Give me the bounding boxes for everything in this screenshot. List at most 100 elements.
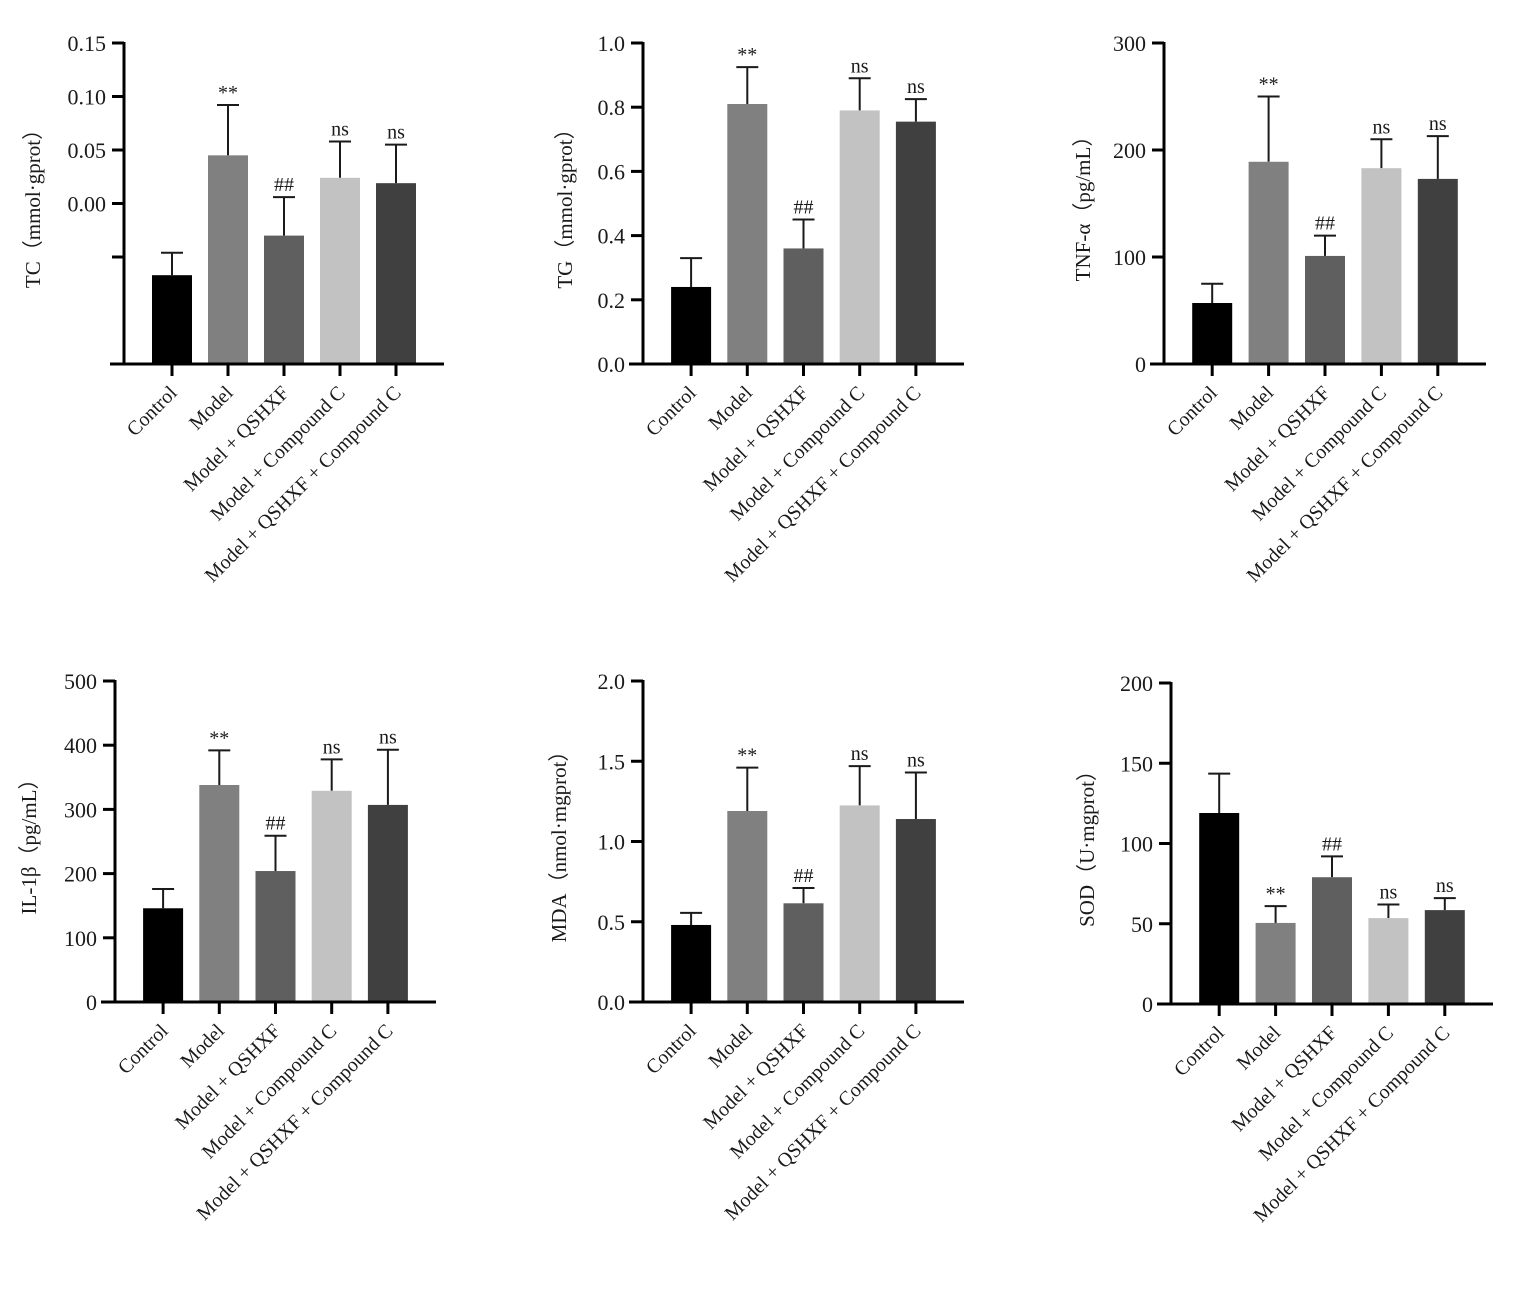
y-tick-label: 200	[1113, 138, 1146, 163]
x-tick-label: Model	[176, 1020, 229, 1073]
bar-model-qshxf-compound-c	[1424, 910, 1465, 1003]
bar-control	[1199, 813, 1240, 1003]
y-tick-label: 500	[64, 669, 97, 694]
bar-control	[152, 275, 192, 363]
y-tick-label: 1.0	[598, 830, 626, 855]
y-tick-label: 300	[64, 797, 97, 822]
bar-model	[727, 103, 768, 363]
y-tick-label: 0.00	[68, 192, 107, 217]
bar-group-control: Control	[114, 888, 184, 1079]
significance-label: **	[218, 82, 238, 104]
y-axis-label: MDA（nmol·mgprot）	[547, 741, 571, 943]
significance-label: **	[1266, 883, 1286, 905]
significance-label: ##	[1315, 213, 1335, 235]
significance-label: **	[737, 745, 757, 767]
bar-model-compound-c	[839, 805, 880, 1001]
bar-model-qshxf	[264, 235, 304, 363]
bar-model	[199, 785, 240, 1001]
panel-sod: 0 50 100 150 200 SOD（U·mgprot） Control ** Model #…	[1075, 671, 1493, 1227]
x-tick-label: Control	[1163, 382, 1222, 441]
y-tick-label: 200	[64, 862, 97, 887]
significance-label: ##	[794, 197, 814, 219]
significance-label: ns	[907, 749, 925, 771]
bar-group-model: ** Model	[185, 82, 248, 434]
panel-il-1beta: 0 100 200 300 400 500 IL-1β（pg/mL） Control ** Mod…	[17, 669, 436, 1225]
bar-model-qshxf	[1312, 877, 1352, 1003]
bar-model-compound-c	[1361, 168, 1402, 363]
significance-label: ns	[1373, 116, 1391, 138]
bar-group-model: ** Model	[704, 745, 768, 1073]
y-tick-label: 100	[1120, 832, 1153, 857]
y-tick-label: 400	[64, 733, 97, 758]
x-tick-label: Control	[1170, 1022, 1229, 1081]
bar-model-qshxf-compound-c	[895, 121, 936, 363]
x-tick-label: Control	[642, 1020, 701, 1079]
bar-control	[143, 908, 184, 1001]
x-tick-label: Model	[1226, 382, 1279, 435]
bar-model-compound-c	[311, 790, 352, 1001]
bar-model-qshxf-compound-c	[895, 819, 936, 1001]
significance-label: ns	[907, 76, 925, 98]
y-tick-label: 0.8	[598, 95, 626, 120]
bar-control	[671, 924, 712, 1001]
y-axis-label: TNF-α（pg/mL）	[1071, 126, 1095, 282]
y-tick-label: 100	[64, 926, 97, 951]
significance-label: ##	[794, 865, 814, 887]
y-tick-label: 0.4	[598, 224, 626, 249]
panel-mda: 0.00.51.01.52.0MDA（nmol·mgprot）Control**…	[547, 669, 964, 1225]
significance-label: ##	[274, 174, 294, 196]
bar-group-control: Control	[123, 251, 192, 441]
significance-label: ns	[331, 118, 349, 140]
significance-label: ##	[266, 813, 286, 835]
bar-model-qshxf-compound-c	[1417, 178, 1458, 363]
x-tick-label: Model	[704, 1020, 757, 1073]
bar-model	[727, 811, 768, 1001]
y-tick-label: 0	[1135, 352, 1146, 377]
y-tick-label: 0.05	[68, 138, 107, 163]
bar-model-qshxf-compound-c	[376, 183, 416, 363]
y-tick-label: 300	[1113, 31, 1146, 56]
y-tick-label: 0.5	[598, 910, 626, 935]
bar-group-model: ** Model	[1233, 883, 1296, 1074]
y-tick-label: 0.15	[68, 31, 107, 56]
x-tick-label: Control	[642, 382, 701, 441]
panel-tnf-alpha: 0 100 200 300 TNF-α（pg/mL） Control** Model ## Mo…	[1071, 31, 1486, 587]
significance-label: ns	[323, 736, 341, 758]
bar-group-control: Control	[1170, 772, 1240, 1081]
y-tick-label: 200	[1120, 671, 1153, 696]
y-tick-label: 150	[1120, 751, 1153, 776]
bar-group-model: ** Model	[704, 44, 768, 434]
y-tick-label: 0	[1142, 992, 1153, 1017]
bar-model-qshxf	[783, 248, 824, 363]
y-tick-label: 2.0	[598, 669, 626, 694]
bar-model	[1248, 161, 1289, 363]
panel-tg: 0.00.20.40.60.81.0TG（mmol·gprot）Control*…	[553, 31, 964, 587]
bar-model-compound-c	[320, 177, 360, 363]
x-tick-label: Model	[185, 382, 238, 435]
bar-group-control: Control	[642, 911, 712, 1079]
x-tick-label: Control	[123, 382, 182, 441]
y-tick-label: 50	[1131, 912, 1153, 937]
x-tick-label: Control	[114, 1020, 173, 1079]
y-tick-label: 0.10	[68, 85, 107, 110]
bar-model-qshxf	[1305, 255, 1345, 363]
y-tick-label: 0.0	[598, 990, 626, 1015]
y-tick-label: 1.5	[598, 749, 626, 774]
significance-label: ns	[851, 55, 869, 77]
y-axis-label: IL-1β（pg/mL）	[17, 769, 41, 915]
significance-label: ns	[379, 727, 397, 749]
y-axis-label: SOD（U·mgprot）	[1075, 760, 1099, 927]
y-tick-label: 100	[1113, 245, 1146, 270]
significance-label: ns	[851, 743, 869, 765]
bar-group-model: ** Model	[176, 727, 240, 1073]
y-axis-label: TC（mmol·gprot）	[21, 119, 45, 288]
y-tick-label: 0.2	[598, 288, 626, 313]
significance-label: **	[737, 44, 757, 66]
bar-model	[1255, 922, 1296, 1003]
significance-label: ##	[1322, 833, 1342, 855]
y-tick-label: 0.6	[598, 159, 626, 184]
significance-label: ns	[1429, 113, 1447, 135]
bar-group-control: Control	[642, 257, 712, 441]
bar-control	[671, 286, 712, 363]
